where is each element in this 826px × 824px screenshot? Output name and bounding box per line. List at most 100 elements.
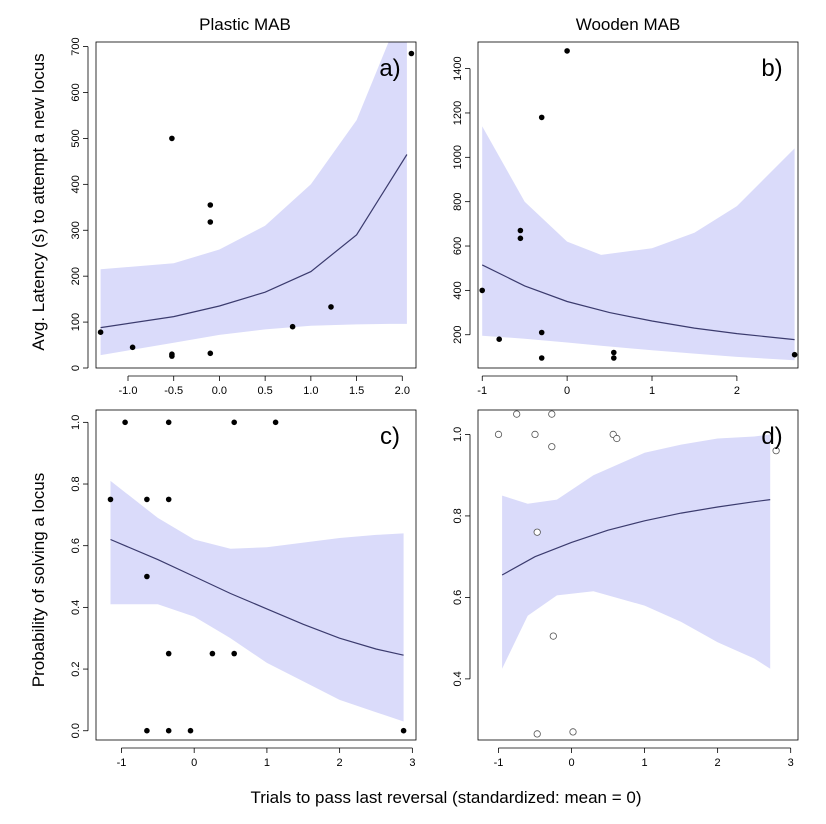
column-title-plastic: Plastic MAB [199,15,291,34]
y-tick-label: 0.4 [70,600,82,615]
panel-label: d) [761,423,782,450]
data-point [533,730,541,738]
panel-label: c) [380,423,400,450]
data-point [549,632,557,640]
fit-line [110,538,404,656]
data-point [494,430,503,438]
data-point [517,227,524,234]
y-tick-label: 0.0 [70,723,82,738]
y-tick-label: 400 [70,175,82,193]
plot-frame [95,41,417,369]
x-tick-label: 1 [642,757,648,769]
data-point [165,419,172,426]
data-point [187,727,194,734]
data-point [207,202,214,208]
fit-line [501,499,771,576]
data-point [569,728,577,736]
x-tick-label: 3 [788,757,794,769]
y-tick-label: 1000 [452,145,464,169]
x-tick-label: 3 [409,757,415,769]
y-tick-label: 700 [70,37,82,55]
data-point [548,443,556,451]
x-tick-label: 1 [264,757,270,769]
data-point [272,419,279,426]
data-point [408,50,415,57]
panel-c: 0.0 0.2 0.4 0.6 0.8 1.0 -1 0 1 2 3 c) [70,409,417,769]
data-point [496,336,503,343]
confidence-band [482,126,795,361]
data-point [207,350,214,357]
plot-frame [95,409,417,741]
y-tick-label: 0.4 [452,671,464,686]
data-point [122,419,128,426]
y-tick-label: 1.0 [452,427,464,442]
x-tick-label: 0.0 [212,385,227,397]
y-tick-label: 0.8 [452,508,464,523]
data-point [209,650,216,657]
confidence-band [110,480,404,722]
data-point [791,351,798,358]
data-point [611,355,617,361]
y-tick-label: 500 [70,129,82,147]
y-tick-label: 0.6 [452,590,464,605]
x-tick-label: 0.5 [257,385,272,397]
y-tick-label: 300 [70,221,82,239]
data-point [548,410,556,418]
data-point [165,496,172,503]
fit-line [100,154,408,329]
panel-label: a) [379,55,400,82]
data-point [328,304,334,310]
x-tick-label: 1.0 [303,385,318,397]
y-tick-label: 100 [70,313,82,331]
x-tick-label: 1.5 [349,385,364,397]
data-point [538,329,545,336]
data-point [289,323,296,330]
y-tick-label: 0.8 [70,476,82,491]
plot-frame [477,41,799,369]
data-point [531,430,539,438]
y-tick-label: 1400 [452,56,464,80]
panel-a: 0 100 200 300 400 500 600 700 -1.0 -0.5 0.0 0.5 1.0 1… [70,37,417,397]
data-point [231,419,237,426]
y-tick-label: 200 [70,267,82,285]
data-point [97,329,104,336]
data-point [169,135,175,142]
column-title-wooden: Wooden MAB [576,15,681,34]
data-point [144,496,150,503]
data-point [564,48,570,54]
x-tick-label: 2 [734,385,740,397]
data-point [107,496,114,503]
x-tick-label: -0.5 [164,385,183,397]
data-point [613,434,621,443]
x-tick-label: 0 [191,757,197,769]
panel-d: 0.4 0.6 0.8 1.0 -1 0 1 2 3 d) [452,409,799,769]
y-tick-label: 600 [452,237,464,255]
data-point [400,727,407,734]
data-point [513,410,521,418]
data-point [533,528,541,536]
data-point [207,219,214,225]
data-point [517,235,524,242]
data-point [538,114,545,121]
plot-frame [477,409,799,741]
x-axis-title: Trials to pass last reversal (standardiz… [250,788,641,807]
y-axis-title-latency: Avg. Latency (s) to attempt a new locus [29,53,48,350]
data-point [772,447,780,455]
data-point [169,353,175,359]
y-tick-label: 1.0 [70,415,82,430]
x-tick-label: 0 [564,385,570,397]
x-tick-label: 2 [715,757,721,769]
y-tick-label: 0 [70,365,82,371]
panel-b: 200 400 600 800 1000 1200 1400 -1 0 1 2 b) [452,41,799,397]
data-point [144,727,150,734]
data-point [165,727,172,734]
y-axis-title-probability: Probability of solving a locus [29,473,48,688]
x-tick-label: -1.0 [119,385,138,397]
y-tick-label: 1200 [452,101,464,125]
y-tick-label: 800 [452,193,464,211]
y-tick-label: 600 [70,83,82,101]
data-point [129,344,136,351]
y-tick-label: 0.2 [70,661,82,676]
y-tick-label: 0.6 [70,538,82,553]
